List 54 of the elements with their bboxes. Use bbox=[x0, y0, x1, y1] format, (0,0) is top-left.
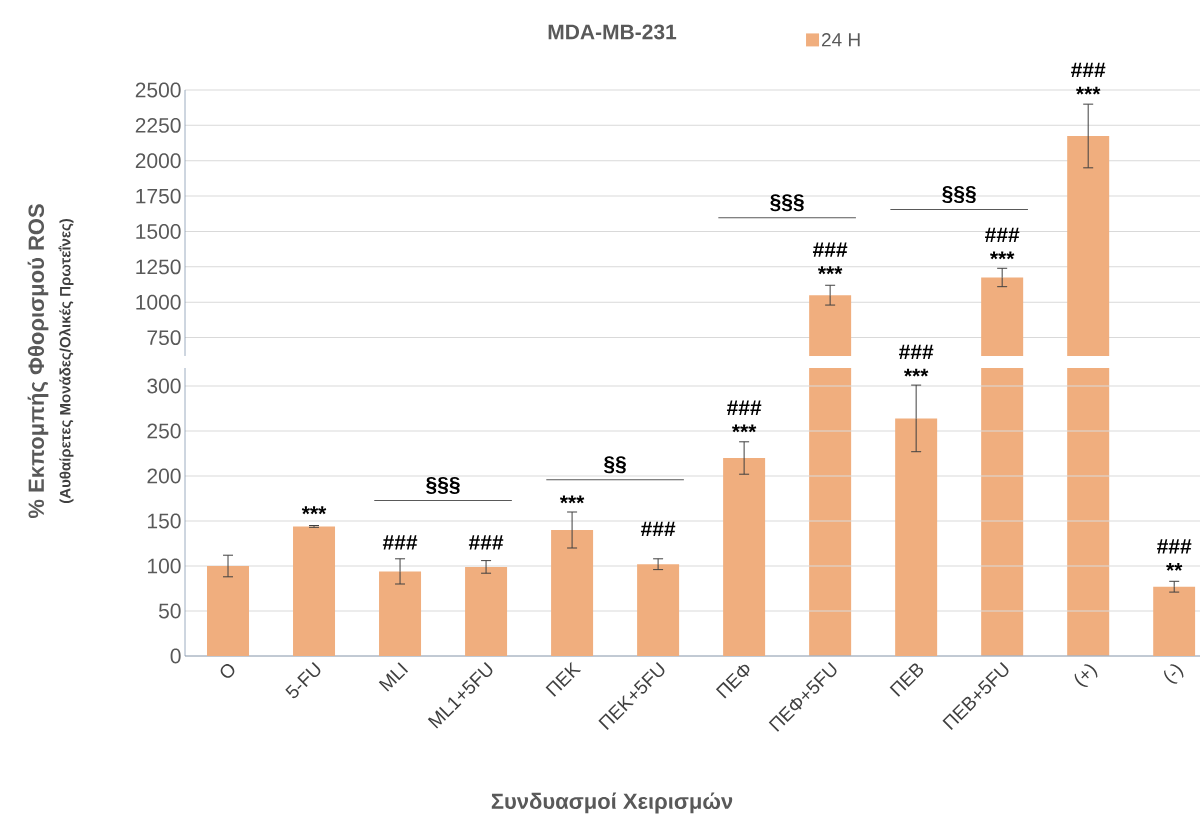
annotation: *** bbox=[817, 266, 843, 275]
y-tick-label: 150 bbox=[148, 513, 181, 529]
annotation: ### bbox=[898, 344, 934, 360]
bar bbox=[895, 418, 938, 656]
annotation: *** bbox=[731, 424, 757, 433]
text: ### bbox=[1071, 62, 1106, 78]
x-axis-title: Συνδυασμοί Χειρισμών bbox=[491, 792, 733, 814]
bar bbox=[293, 526, 336, 656]
annotation: *** bbox=[903, 368, 929, 377]
bar bbox=[379, 571, 422, 656]
annotation: §§ bbox=[603, 456, 626, 474]
x-tick-label: Ο bbox=[220, 664, 235, 678]
y-tick-label: 1250 bbox=[136, 259, 181, 275]
y-tick-label: 250 bbox=[147, 423, 181, 439]
x-tick-label: (-) bbox=[1164, 664, 1184, 684]
annotation: §§§ bbox=[770, 194, 804, 212]
annotation: §§§ bbox=[942, 186, 976, 204]
annotation: *** bbox=[1075, 86, 1101, 95]
x-tick-label: MLI bbox=[378, 662, 409, 692]
bar bbox=[637, 564, 680, 656]
x-tick-label: (+) bbox=[1074, 664, 1098, 688]
chart-title: MDA-MB-231 bbox=[548, 24, 677, 40]
annotation: *** bbox=[301, 506, 327, 515]
annotation: §§§ bbox=[426, 477, 460, 494]
bar bbox=[465, 566, 508, 656]
y-tick-label: 0 bbox=[170, 648, 181, 664]
annotation: ### bbox=[726, 400, 762, 415]
y-tick-label: 300 bbox=[147, 378, 181, 394]
text: (Αυθαίρετες Μονάδες/Ολικές Πρωτεΐνες) bbox=[58, 218, 74, 504]
annotation: *** bbox=[559, 495, 585, 504]
annotation: *** bbox=[989, 251, 1015, 260]
y-tick-label: 2500 bbox=[135, 82, 181, 98]
y-tick-label: 2000 bbox=[135, 153, 181, 169]
y-tick-label: 2250 bbox=[135, 117, 181, 133]
annotation: ### bbox=[468, 535, 504, 550]
legend-label: 24 H bbox=[822, 33, 860, 47]
annotation: ### bbox=[382, 535, 418, 550]
bar bbox=[207, 566, 250, 656]
y-tick-label: 1500 bbox=[136, 224, 181, 239]
annotation: ### bbox=[1157, 539, 1192, 554]
y-tick-label: 50 bbox=[158, 603, 181, 619]
bar bbox=[723, 458, 766, 656]
y-tick-label: 1000 bbox=[136, 294, 181, 310]
y-axis-title: % Εκπομπής Φθορισμού ROS bbox=[27, 204, 49, 519]
annotation: ### bbox=[640, 521, 676, 537]
y-tick-label: 750 bbox=[147, 330, 181, 346]
y-tick-label: 1750 bbox=[136, 188, 181, 204]
annotation: ** bbox=[1166, 563, 1183, 571]
y-tick-label: 200 bbox=[147, 468, 181, 484]
bar bbox=[1153, 586, 1196, 656]
annotation: ### bbox=[985, 227, 1020, 242]
annotation: ### bbox=[812, 242, 848, 257]
y-tick-label: 100 bbox=[148, 558, 181, 574]
bar bbox=[551, 530, 594, 656]
